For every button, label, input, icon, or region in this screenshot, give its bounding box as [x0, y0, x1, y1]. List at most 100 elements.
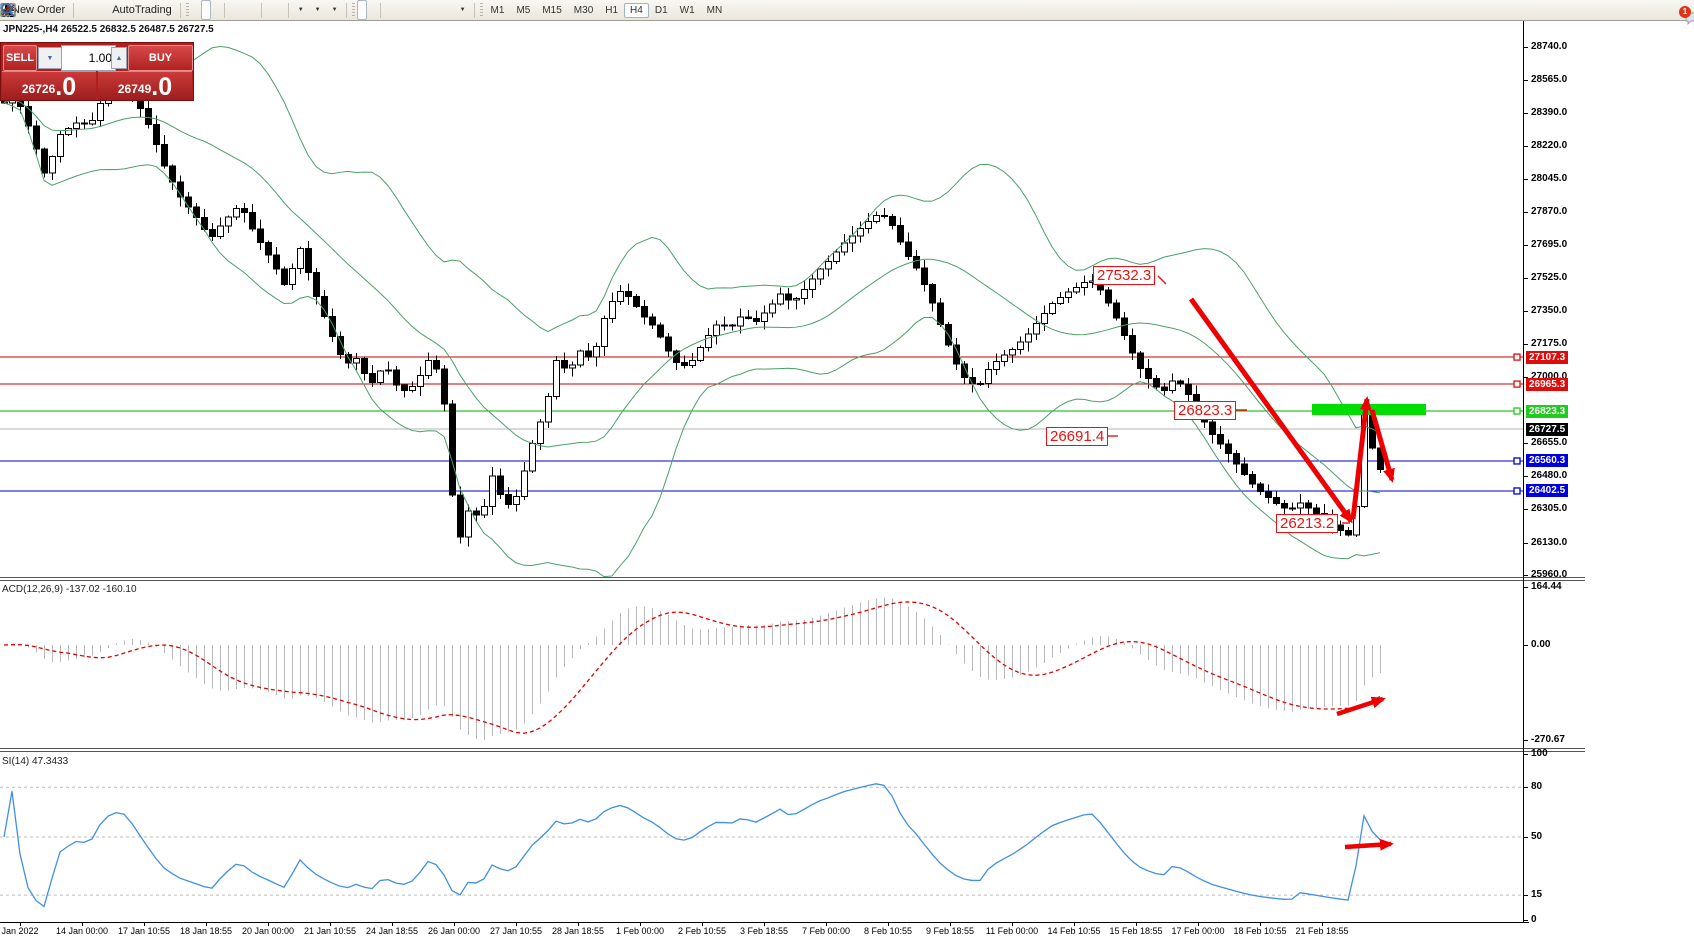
price-tick-mark: [1523, 476, 1528, 478]
crosshair-button[interactable]: [1, 0, 377, 20]
timeframe-w1[interactable]: W1: [679, 4, 695, 16]
notification-badge: 1: [1679, 6, 1691, 18]
timeframe-mn[interactable]: MN: [706, 4, 723, 16]
text-button[interactable]: A: [4, 0, 444, 20]
gold-button[interactable]: [1, 0, 87, 20]
pane-separator[interactable]: [0, 751, 1585, 752]
vertical-line-button[interactable]: [7, 0, 394, 20]
candlestick-chart-button[interactable]: [1, 0, 211, 20]
horizontal-line-button[interactable]: [1, 0, 404, 20]
price-tick-mark: [1523, 145, 1528, 147]
time-tick-mark: [206, 922, 207, 926]
time-label: 28 Jan 18:55: [551, 926, 605, 936]
callout-26823.3[interactable]: 26823.3: [1174, 401, 1237, 420]
volume-decrease-button[interactable]: ▼: [38, 47, 62, 69]
timeframe-m1[interactable]: M1: [490, 4, 505, 16]
price-tick-label: 28045.0: [1531, 173, 1568, 184]
channel-button[interactable]: E: [0, 0, 424, 20]
price-tick-label: 28220.0: [1531, 139, 1568, 151]
trendline-button[interactable]: [1, 0, 414, 20]
macd-pane[interactable]: [0, 580, 1523, 748]
time-tick-mark: [392, 922, 393, 926]
price-tick-mark: [1523, 575, 1528, 576]
macd-label: ACD(12,26,9) -137.02 -160.10: [2, 584, 137, 595]
price-tick-mark: [1523, 212, 1528, 214]
main-chart[interactable]: [0, 21, 1523, 578]
new-order-button[interactable]: New Order: [1, 0, 70, 20]
autotrading-label: AutoTrading: [112, 4, 172, 16]
macd-scale-label: 164.44: [1531, 581, 1562, 592]
price-tag-26823.3: 26823.3: [1526, 404, 1569, 418]
macd-tick-mark: [1523, 587, 1528, 588]
timeframe-m30[interactable]: M30: [573, 4, 594, 16]
callout-26213.2[interactable]: 26213.2: [1276, 514, 1339, 533]
zoom-in-button[interactable]: [1, 0, 238, 20]
pane-separator[interactable]: [0, 577, 1585, 578]
time-tick-mark: [1198, 922, 1199, 926]
time-tick-mark: [578, 922, 579, 926]
price-tick-mark: [1523, 80, 1528, 82]
price-tick-label: 27175.0: [1531, 338, 1568, 350]
price-tick-label: 27525.0: [1531, 271, 1568, 283]
time-tick-mark: [20, 922, 21, 926]
sell-button[interactable]: SELL: [3, 45, 37, 71]
main-toolbar: New Order AutoTrading ▼ ▼ ▼ E F A T ▼ M1…: [0, 0, 1694, 26]
timeframe-m5[interactable]: M5: [516, 4, 531, 16]
buy-price: 26749: [117, 82, 152, 96]
pane-separator[interactable]: [0, 580, 1585, 581]
svg-text:E: E: [10, 13, 14, 18]
timeframe-d1[interactable]: D1: [654, 4, 668, 16]
buy-price-button[interactable]: 26749.0: [98, 71, 192, 100]
timeframe-h4[interactable]: H4: [624, 2, 649, 18]
sell-price-button[interactable]: 26726.0: [2, 71, 96, 100]
price-tick-mark: [1523, 113, 1528, 115]
price-tick-label: 26305.0: [1531, 503, 1568, 515]
cursor-button[interactable]: [5, 0, 367, 20]
volume-input[interactable]: [61, 45, 116, 71]
templates-button[interactable]: ▼: [1, 0, 343, 20]
time-tick-mark: [1136, 922, 1137, 926]
time-tick-mark: [144, 922, 145, 926]
volume-increase-button[interactable]: ▲: [111, 47, 127, 69]
sell-price-frac: .0: [55, 73, 77, 101]
text-label-button[interactable]: T: [1, 0, 454, 20]
price-tick-mark: [1523, 179, 1528, 180]
search-icon[interactable]: [0, 2, 16, 18]
time-tick-mark: [1322, 922, 1323, 926]
auto-scroll-button[interactable]: [1, 0, 275, 20]
line-chart-button[interactable]: [0, 0, 221, 20]
chart-shift-button[interactable]: [1, 0, 285, 20]
rsi-pane[interactable]: [0, 752, 1523, 922]
timeframe-m15[interactable]: M15: [542, 4, 562, 16]
callout-27532.3[interactable]: 27532.3: [1093, 266, 1156, 285]
svg-text:F: F: [10, 13, 14, 18]
symbol-info: JPN225-,H4 26522.5 26832.5 26487.5 26727…: [3, 24, 214, 35]
period-button[interactable]: ▼: [1, 0, 326, 20]
time-tick-mark: [1012, 922, 1013, 926]
macd-tick-mark: [1523, 645, 1528, 646]
price-tick-label: 26130.0: [1531, 536, 1568, 548]
tile-windows-button[interactable]: [0, 0, 258, 20]
autotrading-button[interactable]: AutoTrading: [2, 0, 177, 20]
community-button[interactable]: [2, 0, 97, 20]
time-tick-mark: [330, 922, 331, 926]
buy-button[interactable]: BUY: [128, 45, 193, 71]
signals-button[interactable]: [2, 0, 107, 20]
price-tick-mark: [1523, 344, 1528, 346]
price-tag-26965.3: 26965.3: [1526, 377, 1569, 391]
time-tick-mark: [454, 922, 455, 926]
time-label: 14 Jan 00:00: [55, 926, 109, 936]
pane-separator[interactable]: [0, 748, 1585, 749]
callout-26691.4[interactable]: 26691.4: [1046, 427, 1109, 446]
bar-chart-button[interactable]: [2, 0, 201, 20]
zoom-out-button[interactable]: [1, 0, 248, 20]
arrows-tool-button[interactable]: ▼: [2, 0, 471, 20]
price-tick-label: 28565.0: [1531, 74, 1568, 86]
timeframe-h1[interactable]: H1: [605, 4, 619, 16]
svg-text:T: T: [5, 6, 11, 17]
price-tick-label: 27870.0: [1531, 206, 1568, 218]
rsi-tick-mark: [1523, 754, 1528, 755]
new-chart-button[interactable]: ▼: [1, 0, 309, 20]
fibonacci-button[interactable]: F: [1, 0, 434, 20]
new-order-label: New Order: [12, 4, 66, 16]
